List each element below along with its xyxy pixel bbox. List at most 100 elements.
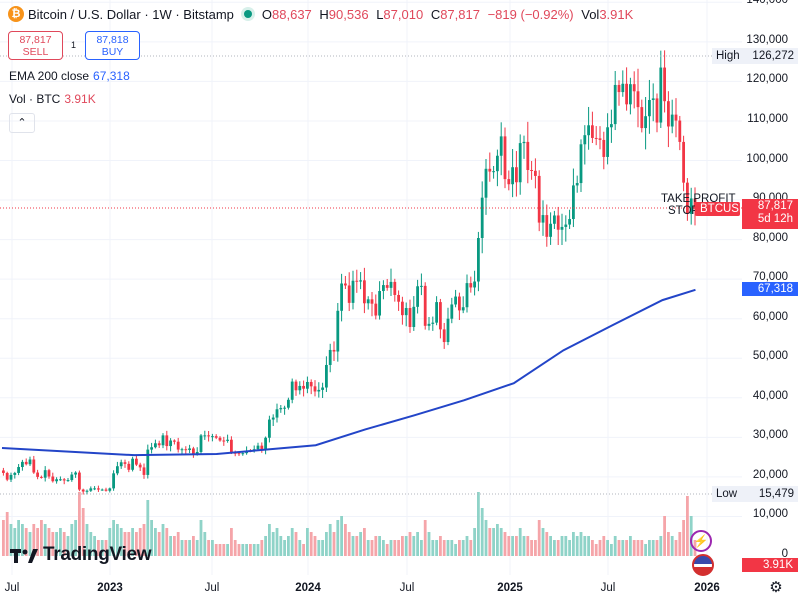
candle-body <box>290 381 294 400</box>
volume-bar <box>252 544 256 556</box>
volume-bar <box>499 528 503 556</box>
candle-body <box>461 307 465 311</box>
candle-body <box>366 299 370 304</box>
volume-bar <box>17 520 20 556</box>
candle-body <box>142 467 146 475</box>
candle-body <box>484 168 488 198</box>
volume-bar <box>199 520 203 556</box>
candle-body <box>530 169 533 171</box>
x-tick-label: Jul <box>600 582 616 594</box>
volume-bar <box>431 540 435 556</box>
candle-body <box>355 280 359 282</box>
volume-bar <box>192 536 195 556</box>
candle-body <box>621 83 625 93</box>
volume-bar <box>43 524 47 556</box>
volume-bar <box>283 540 286 556</box>
candle-body <box>568 219 571 225</box>
volume-bar <box>241 544 245 556</box>
candle-body <box>446 318 450 343</box>
candle-body <box>401 301 404 316</box>
candle-body <box>359 280 362 282</box>
volume-bar <box>385 544 389 556</box>
sell-button[interactable]: 87,817 SELL <box>8 31 63 60</box>
volume-bar <box>325 532 328 556</box>
volume-bar <box>492 528 495 556</box>
candle-body <box>454 296 457 305</box>
volume-bar <box>245 544 248 556</box>
y-tick-label: 140,000 <box>746 0 788 7</box>
volume-bar <box>613 536 617 556</box>
volume-indicator-legend[interactable]: Vol · BTC 3.91K <box>9 92 96 106</box>
candle-body <box>598 138 602 140</box>
candle-body <box>123 462 127 464</box>
volume-bar <box>416 532 419 556</box>
grid <box>0 0 742 575</box>
volume-bar <box>328 524 332 556</box>
candle-body <box>378 291 381 316</box>
volume-bar <box>553 540 556 556</box>
candle-body <box>241 453 245 455</box>
volume-bar <box>610 544 613 556</box>
volume-bar <box>184 540 188 556</box>
volume-bar <box>602 536 606 556</box>
us-flag-icon[interactable] <box>692 554 714 576</box>
y-tick-label: 30,000 <box>752 429 788 442</box>
volume-bar <box>150 520 153 556</box>
x-tick-label: 2026 <box>694 582 720 594</box>
candle-body <box>503 136 507 180</box>
candle-body <box>78 472 81 490</box>
volume-bar <box>484 520 488 556</box>
candle-body <box>370 299 374 304</box>
volume-bar <box>575 536 579 556</box>
tradingview-logo[interactable]: TradingView <box>10 544 152 566</box>
ema-indicator-legend[interactable]: EMA 200 close 67,318 <box>9 69 130 83</box>
volume-label: Vol · BTC <box>9 92 61 106</box>
symbol-title[interactable]: Bitcoin / U.S. Dollar · 1W · Bitstamp <box>28 6 234 22</box>
candle-body <box>13 472 17 475</box>
candle-body <box>556 215 560 230</box>
candle-body <box>32 459 36 473</box>
candle-body <box>648 99 651 117</box>
candle-body <box>325 364 328 388</box>
candle-body <box>651 98 655 100</box>
candle-body <box>116 466 119 474</box>
candle-body <box>389 281 393 288</box>
spread: 1 <box>71 40 77 50</box>
candle-body <box>564 224 568 227</box>
candle-body <box>655 98 659 123</box>
volume-bar <box>93 536 96 556</box>
volume-bar <box>260 540 264 556</box>
candle-body <box>442 329 446 343</box>
bar-countdown: 5d 12h <box>757 213 793 225</box>
volume-bar <box>446 540 450 556</box>
volume-bar <box>2 520 5 556</box>
volume-bar <box>477 492 480 556</box>
volume-bar <box>560 536 564 556</box>
candle-body <box>606 127 609 157</box>
candle-body <box>36 472 39 477</box>
volume-bar <box>321 540 324 556</box>
candle-body <box>670 114 674 127</box>
candle-body <box>416 286 419 307</box>
candle-body <box>591 125 594 138</box>
candle-body <box>135 458 138 465</box>
buy-button[interactable]: 87,818 BUY <box>85 31 140 60</box>
gear-icon[interactable]: ⚙ <box>769 579 783 596</box>
candle-body <box>211 436 214 438</box>
collapse-legend-button[interactable]: ⌃ <box>9 113 35 133</box>
stop-label[interactable]: STOP <box>668 205 700 217</box>
volume-bar <box>28 532 32 556</box>
volume-bar <box>572 532 575 556</box>
lightning-icon[interactable]: ⚡ <box>690 530 712 552</box>
candle-body <box>693 198 697 209</box>
x-tick-label: 2025 <box>497 582 523 594</box>
candle-body <box>237 453 241 455</box>
candle-body <box>271 417 275 420</box>
candle-body <box>507 179 511 185</box>
volume-bar <box>207 540 210 556</box>
buy-price: 87,818 <box>96 34 129 46</box>
volume-bar <box>412 536 416 556</box>
y-tick-label: 80,000 <box>752 231 788 244</box>
candle-body <box>344 283 347 286</box>
